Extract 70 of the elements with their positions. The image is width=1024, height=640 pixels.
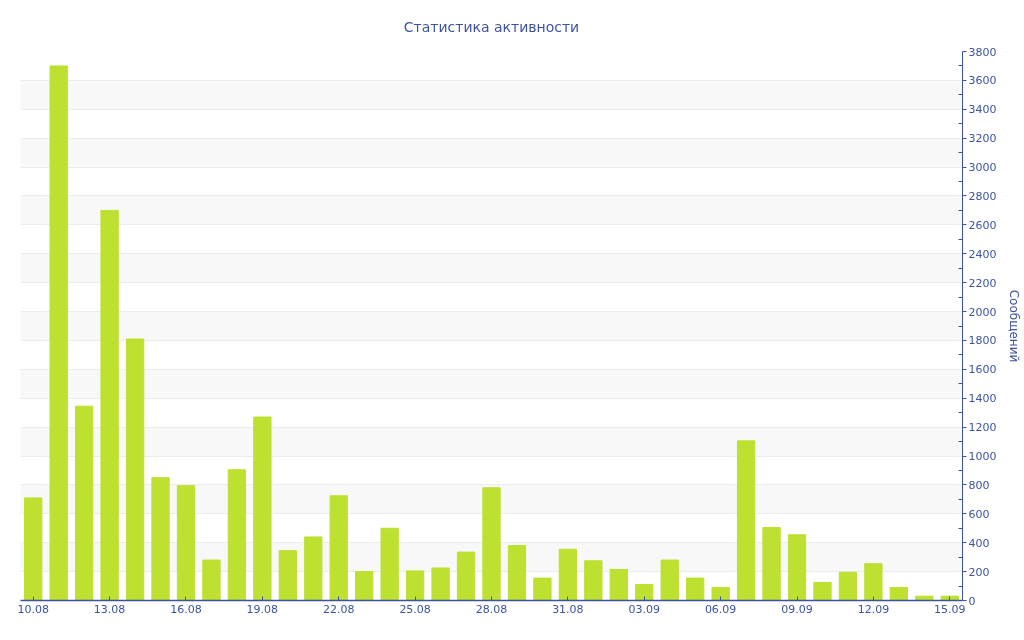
x-tick-label: 19.08 xyxy=(246,602,279,616)
y-tick-label: 3600 xyxy=(968,74,997,88)
bar xyxy=(864,563,883,601)
bar xyxy=(24,497,43,601)
bar xyxy=(405,570,425,601)
bar xyxy=(278,550,297,601)
x-tick-label: 28.08 xyxy=(475,602,508,616)
chart-title: Статистика активности xyxy=(403,19,580,35)
y-axis-title: Сообщений xyxy=(1007,289,1022,363)
x-tick-label: 15.09 xyxy=(934,602,966,616)
bar xyxy=(762,527,781,601)
x-tick-label: 03.09 xyxy=(628,602,661,616)
bar xyxy=(380,527,399,601)
bar xyxy=(787,534,807,601)
y-tick-label: 3800 xyxy=(968,45,997,59)
bar xyxy=(456,551,476,601)
bar xyxy=(304,536,323,601)
bar xyxy=(889,587,909,601)
bar xyxy=(125,338,145,601)
y-tick-label: 3400 xyxy=(968,103,997,117)
y-tick-label: 0 xyxy=(968,594,976,608)
bar xyxy=(660,559,679,601)
bar xyxy=(431,567,450,601)
bar xyxy=(202,559,221,601)
y-tick-label: 1800 xyxy=(968,334,997,348)
bar xyxy=(736,440,756,601)
bar xyxy=(176,485,196,601)
x-tick-label: 16.08 xyxy=(170,602,202,616)
bar xyxy=(686,577,705,601)
y-tick-label: 2800 xyxy=(968,189,997,203)
y-tick-label: 2000 xyxy=(968,305,997,319)
bar xyxy=(813,581,832,601)
bar xyxy=(584,560,603,601)
y-tick-label: 400 xyxy=(968,536,990,550)
y-tick-label: 2400 xyxy=(968,247,997,261)
y-tick-label: 3200 xyxy=(968,132,997,146)
bar xyxy=(74,405,94,601)
x-tick-label: 25.08 xyxy=(399,602,431,616)
x-tick-label: 10.08 xyxy=(17,602,49,616)
y-tick-label: 1200 xyxy=(968,421,997,435)
x-tick-label: 22.08 xyxy=(323,602,355,616)
x-tick-label: 12.09 xyxy=(857,602,890,616)
bar xyxy=(329,495,348,601)
y-tick-label: 2600 xyxy=(968,218,997,232)
x-tick-label: 13.08 xyxy=(93,602,126,616)
y-tick-label: 3000 xyxy=(968,161,997,175)
bar xyxy=(253,416,272,601)
y-tick-label: 800 xyxy=(968,478,990,492)
y-tick-label: 1600 xyxy=(968,363,997,377)
y-tick-label: 600 xyxy=(968,507,990,521)
y-tick-label: 2200 xyxy=(968,276,997,290)
y-tick-label: 200 xyxy=(968,565,990,579)
bar xyxy=(558,548,578,601)
bar xyxy=(49,65,68,601)
bar xyxy=(533,577,552,601)
bar xyxy=(482,487,501,601)
bar xyxy=(151,477,170,601)
bar xyxy=(609,568,628,601)
bar xyxy=(711,587,730,601)
x-tick-label: 09.09 xyxy=(781,602,813,616)
x-tick-label: 06.09 xyxy=(704,602,737,616)
y-tick-label: 1400 xyxy=(968,392,997,406)
bar xyxy=(507,545,527,601)
y-tick-label: 1000 xyxy=(968,450,997,464)
bar xyxy=(227,469,247,601)
bar xyxy=(100,209,119,601)
bar xyxy=(838,571,858,601)
x-tick-label: 31.08 xyxy=(552,602,584,616)
bar xyxy=(355,571,374,601)
bar xyxy=(635,584,654,601)
